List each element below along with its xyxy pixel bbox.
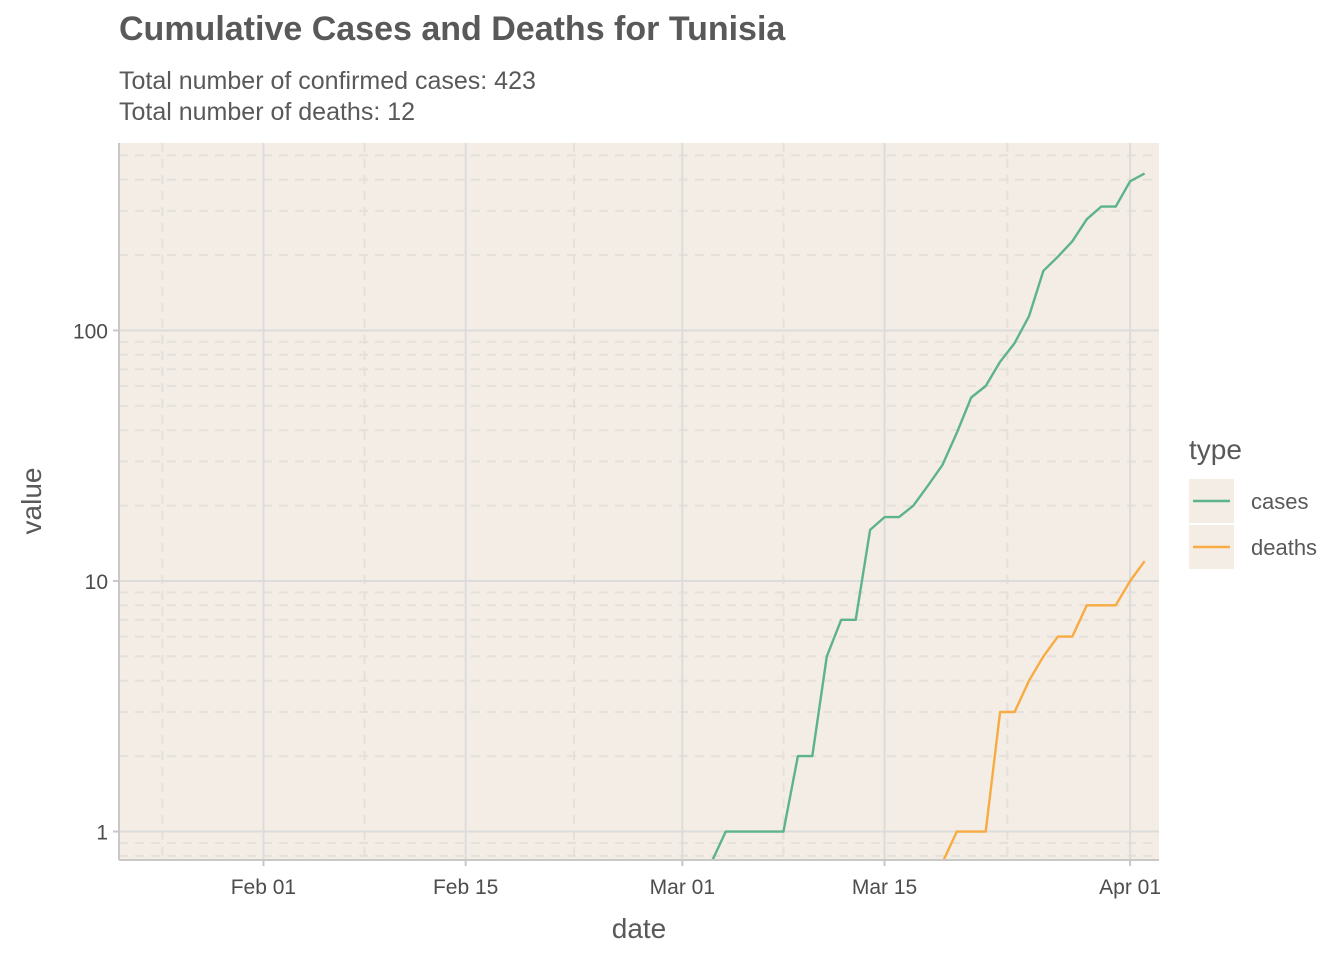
legend-label-cases: cases	[1251, 489, 1308, 514]
y-tick-label: 100	[73, 320, 108, 343]
subtitle-line-deaths: Total number of deaths: 12	[119, 98, 416, 126]
subtitle-line-cases: Total number of confirmed cases: 423	[119, 67, 536, 95]
x-axis-title: date	[612, 913, 667, 944]
series-layer	[711, 172, 1146, 860]
y-tick-label: 10	[85, 571, 108, 594]
series-line-deaths	[942, 560, 1146, 860]
minor-gridlines	[119, 143, 1159, 860]
x-tick-label: Mar 15	[852, 876, 917, 899]
legend-label-deaths: deaths	[1251, 535, 1317, 560]
major-gridlines	[119, 143, 1159, 860]
x-tick-label: Apr 01	[1099, 876, 1161, 899]
x-tick-label: Feb 01	[231, 876, 296, 899]
y-tick-label: 1	[96, 822, 108, 845]
series-line-cases	[711, 172, 1146, 860]
y-axis-title: value	[16, 468, 47, 535]
legend-items: cases deaths	[1189, 479, 1317, 569]
chart-title: Cumulative Cases and Deaths for Tunisia	[119, 10, 786, 48]
chart-subtitle: Total number of confirmed cases: 423 Tot…	[119, 66, 536, 128]
x-tick-label: Mar 01	[650, 876, 715, 899]
x-axis-ticks: Feb 01 Feb 15 Mar 01 Mar 15 Apr 01	[231, 860, 1161, 899]
x-tick-label: Feb 15	[433, 876, 498, 899]
legend: type cases deaths	[1189, 434, 1317, 569]
plot-panel	[119, 143, 1159, 860]
y-axis-ticks: 1 10 100	[73, 320, 119, 845]
legend-title: type	[1189, 434, 1242, 465]
